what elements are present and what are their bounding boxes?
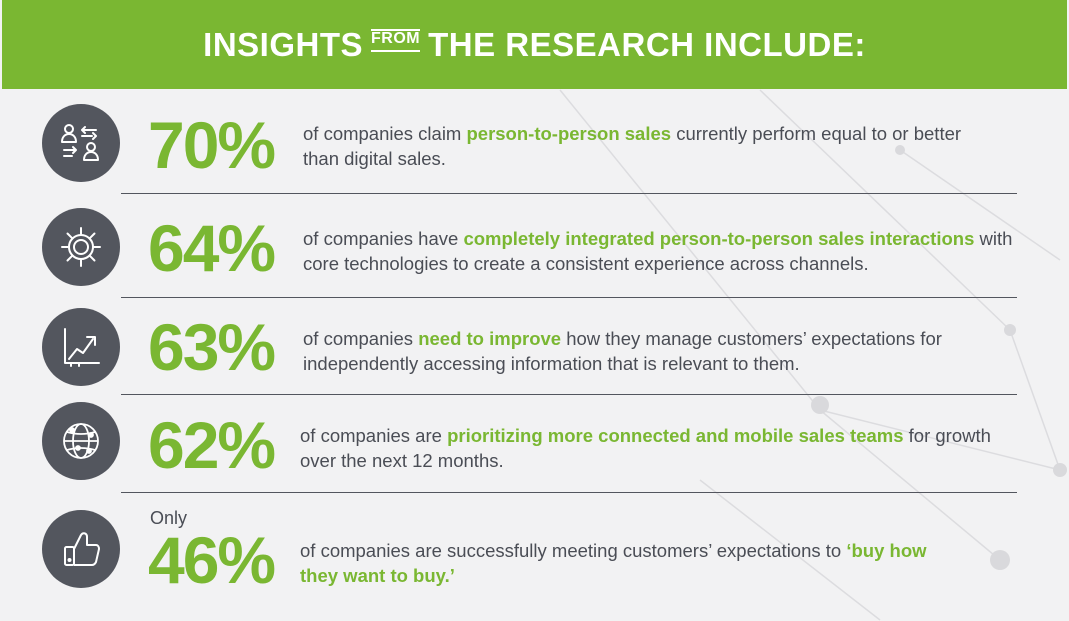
percent-value: 64% <box>148 211 276 285</box>
insight-description: of companies are prioritizing more conne… <box>300 425 991 471</box>
percent-value: 70% <box>148 108 276 182</box>
title-research: THE RESEARCH INCLUDE: <box>428 25 866 63</box>
insight-description: of companies are successfully meeting cu… <box>300 540 927 586</box>
gear-icon <box>42 208 120 286</box>
thumbs-up-icon <box>42 510 120 588</box>
title-from: FROM <box>371 29 421 52</box>
row-divider <box>121 492 1017 493</box>
percent-value: 63% <box>148 310 276 384</box>
person-exchange-icon <box>42 104 120 182</box>
page-title: INSIGHTS FROM THE RESEARCH INCLUDE: <box>2 0 1067 89</box>
percent-value: 46% <box>148 523 276 597</box>
percent-value: 62% <box>148 408 276 482</box>
row-divider <box>121 394 1017 395</box>
globe-network-icon <box>42 402 120 480</box>
title-insights: INSIGHTS <box>203 25 364 63</box>
insight-description: of companies need to improve how they ma… <box>303 328 942 374</box>
insight-description: of companies claim person-to-person sale… <box>303 123 962 169</box>
row-divider <box>121 193 1017 194</box>
only-prefix: Only <box>150 508 188 528</box>
row-divider <box>121 297 1017 298</box>
insight-description: of companies have completely integrated … <box>303 228 1013 274</box>
growth-chart-icon <box>42 308 120 386</box>
